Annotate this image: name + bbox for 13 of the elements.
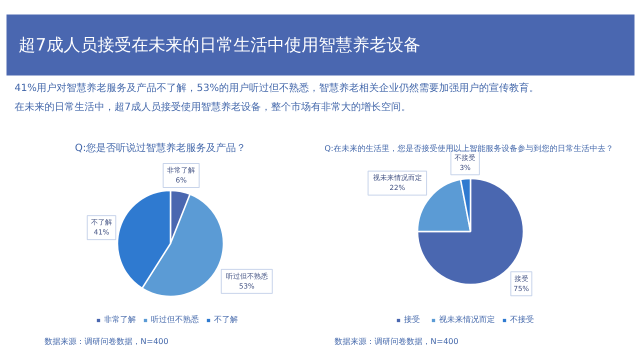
legend-label: 不了解 <box>214 314 238 325</box>
legend-label: 不接受 <box>510 314 534 325</box>
text: 超7成人员接受在未来的日常生活中使用智慧养老设备 <box>18 36 420 56</box>
legend-label: 视未来情况而定 <box>439 314 495 325</box>
chart-title: Q:您是否听说过智慧养老服务及产品？ <box>74 142 246 154</box>
source-note: 数据来源：调研问卷数据，N=400 <box>334 337 458 346</box>
chart-title: Q:在未来的生活里，您是否接受使用以上智能服务设备参与到您的日常生活中去？ <box>324 144 614 153</box>
legend-label: 接受 <box>404 314 421 325</box>
legend-label: 非常了解 <box>104 314 136 325</box>
text: 在未来的日常生活中，超7成人员接受使用智慧养老设备，整个市场有非常大的增长空间。 <box>14 101 411 113</box>
text: 41%用户对智慧养老服务及产品不了解，53%的用户听过但不熟悉，智慧养老相关企业仍然需要加强用户的宣传教育。 <box>14 82 539 94</box>
legend-label: 听过但不熟悉 <box>151 314 199 325</box>
source-note: 数据来源：调研问卷数据，N=400 <box>44 337 168 346</box>
